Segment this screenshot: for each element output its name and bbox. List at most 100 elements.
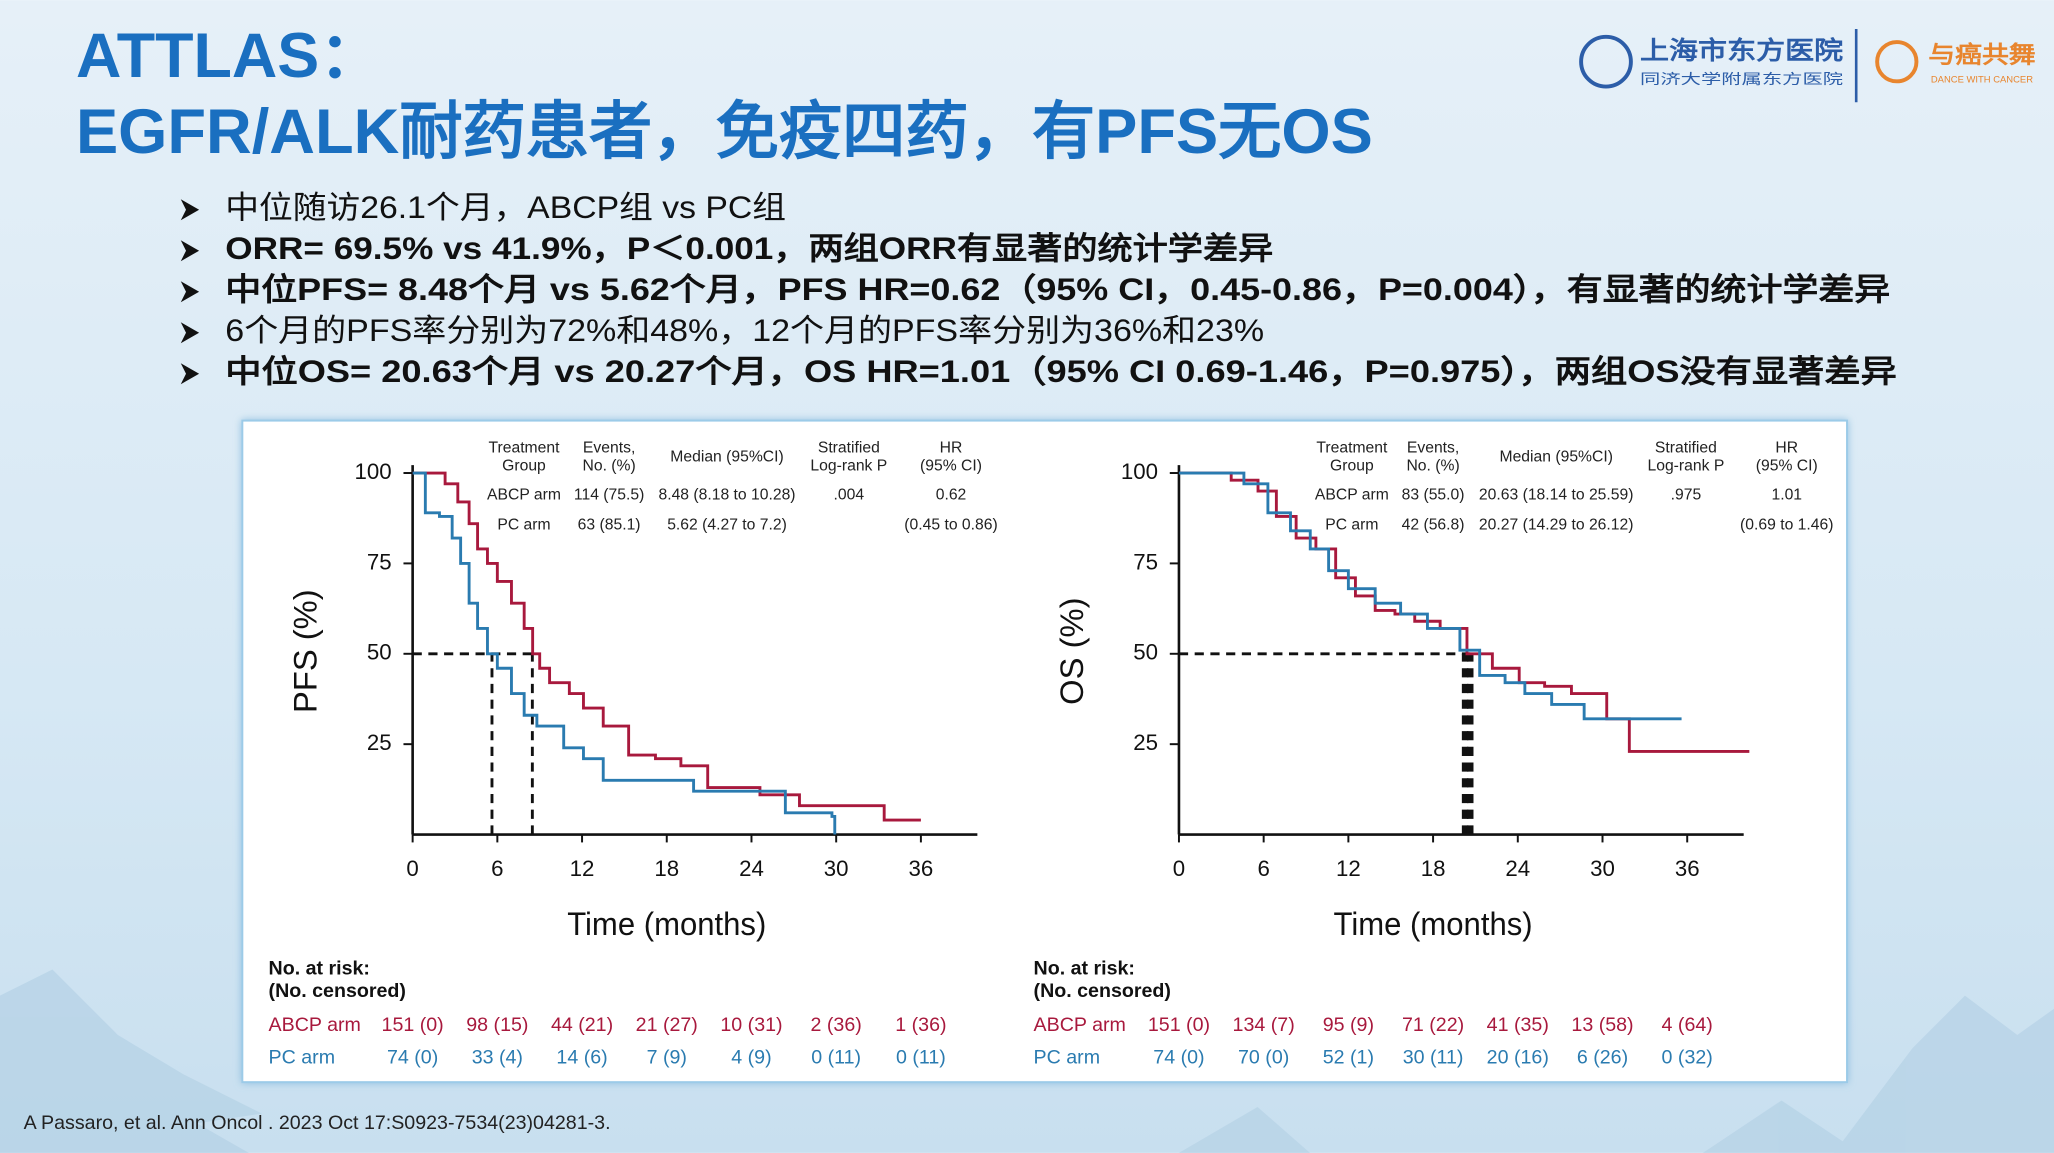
risk-value: 21 (27) — [636, 1014, 698, 1036]
table-header: HR — [1775, 439, 1798, 456]
x-tick-label: 12 — [1336, 856, 1361, 881]
logo-hospital-sub: 同济大学附属东方医院 — [1640, 71, 1843, 88]
x-axis-label: Time (months) — [1334, 905, 1533, 942]
table-header: Group — [502, 458, 546, 475]
x-tick-label: 36 — [1675, 856, 1700, 881]
chart-panel — [241, 419, 1849, 1084]
table-header: No. (%) — [583, 458, 636, 475]
km-curve — [1178, 471, 1682, 721]
risk-title: No. at risk: — [1034, 958, 1135, 980]
y-axis-label: PFS (%) — [286, 589, 323, 713]
risk-value: 74 (0) — [1153, 1047, 1204, 1069]
x-tick-label: 6 — [1257, 856, 1269, 881]
table-header: Median (95%CI) — [670, 448, 783, 465]
risk-value: 33 (4) — [472, 1047, 523, 1069]
risk-title: (No. censored) — [269, 980, 406, 1002]
mountains — [0, 969, 2054, 1153]
bullet-text: ORR= 69.5% vs 41.9%，P＜0.001，两组ORR有显著的统计学… — [225, 230, 1273, 266]
risk-value: 6 (26) — [1577, 1047, 1628, 1069]
table-header: Median (95%CI) — [1499, 448, 1612, 465]
y-tick-label: 25 — [367, 730, 392, 755]
table-cell: 0.62 — [936, 486, 967, 503]
x-tick-label: 30 — [1590, 856, 1615, 881]
table-header: Log-rank P — [810, 458, 887, 475]
x-tick-label: 0 — [406, 856, 418, 881]
table-cell: 5.62 (4.27 to 7.2) — [667, 517, 787, 534]
table-cell: 63 (85.1) — [578, 517, 641, 534]
logo-brand: 与癌共舞 — [1928, 41, 2035, 68]
km-curve — [412, 471, 837, 835]
risk-value: 151 (0) — [1148, 1014, 1210, 1036]
x-tick-label: 36 — [909, 856, 934, 881]
risk-value: 7 (9) — [647, 1047, 687, 1069]
x-axis-label: Time (months) — [567, 905, 766, 942]
table-header: Stratified — [818, 439, 880, 456]
risk-row-name: PC arm — [269, 1047, 336, 1069]
y-tick-label: 50 — [1133, 640, 1158, 665]
x-tick-label: 6 — [491, 856, 503, 881]
risk-row-name: PC arm — [1034, 1047, 1101, 1069]
y-tick-label: 100 — [1121, 459, 1158, 484]
risk-value: 2 (36) — [811, 1014, 862, 1036]
x-tick-label: 24 — [739, 856, 764, 881]
bullet-text: 中位PFS= 8.48个月 vs 5.62个月，PFS HR=0.62（95% … — [225, 271, 1890, 307]
logo-mark — [1875, 40, 1919, 84]
risk-value: 0 (32) — [1662, 1047, 1713, 1069]
bullet-text: 中位OS= 20.63个月 vs 20.27个月，OS HR=1.01（95% … — [225, 353, 1896, 389]
risk-value: 13 (58) — [1571, 1014, 1633, 1036]
risk-value: 151 (0) — [382, 1014, 444, 1036]
table-cell: PC arm — [497, 517, 550, 534]
table-cell: .004 — [834, 486, 865, 503]
risk-value: 52 (1) — [1323, 1047, 1374, 1069]
risk-value: 4 (9) — [731, 1047, 771, 1069]
bullet-text: 6个月的PFS率分别为72%和48%，12个月的PFS率分别为36%和23% — [225, 313, 1264, 348]
table-cell: ABCP arm — [1315, 486, 1389, 503]
km-curve — [1178, 471, 1750, 753]
risk-value: 0 (11) — [896, 1047, 946, 1069]
risk-value: 95 (9) — [1323, 1014, 1374, 1036]
bullet-arrow — [180, 240, 200, 262]
logo-hospital: 上海市东方医院 — [1640, 36, 1843, 65]
y-tick-label: 50 — [367, 640, 392, 665]
x-tick-label: 18 — [654, 856, 679, 881]
table-header: Log-rank P — [1647, 458, 1724, 475]
x-tick-label: 24 — [1505, 856, 1530, 881]
y-tick-label: 100 — [355, 459, 392, 484]
y-tick-label: 75 — [367, 549, 392, 574]
table-cell: 42 (56.8) — [1402, 517, 1465, 534]
table-header: (95% CI) — [1756, 458, 1818, 475]
y-axis-label: OS (%) — [1053, 598, 1090, 705]
table-header: (95% CI) — [920, 458, 982, 475]
table-header: Treatment — [1316, 439, 1388, 456]
x-tick-label: 18 — [1421, 856, 1446, 881]
bullet-arrow — [180, 199, 200, 221]
table-header: Stratified — [1655, 439, 1717, 456]
x-tick-label: 0 — [1173, 856, 1185, 881]
table-header: HR — [940, 439, 963, 456]
logo-brand-sub: DANCE WITH CANCER — [1931, 74, 2034, 84]
risk-title: (No. censored) — [1034, 980, 1171, 1002]
x-tick-label: 30 — [824, 856, 849, 881]
citation: A Passaro, et al. Ann Oncol . 2023 Oct 1… — [24, 1112, 611, 1134]
table-cell: 1.01 — [1771, 486, 1802, 503]
table-cell: PC arm — [1325, 517, 1378, 534]
risk-value: 4 (64) — [1662, 1014, 1713, 1036]
table-cell: 20.27 (14.29 to 26.12) — [1479, 517, 1634, 534]
y-tick-label: 25 — [1133, 730, 1158, 755]
title-line: EGFR/ALK耐药患者，免疫四药，有PFS无OS — [76, 97, 1373, 167]
table-header: Treatment — [488, 439, 560, 456]
table-header: No. (%) — [1406, 458, 1459, 475]
table-cell: (0.69 to 1.46) — [1740, 517, 1833, 534]
bullet-arrow — [180, 281, 200, 303]
table-cell: (0.45 to 0.86) — [904, 517, 997, 534]
risk-value: 41 (35) — [1487, 1014, 1549, 1036]
risk-title: No. at risk: — [269, 958, 370, 980]
bullet-arrow — [180, 322, 200, 344]
table-cell: 114 (75.5) — [574, 486, 644, 503]
risk-value: 30 (11) — [1403, 1047, 1464, 1069]
risk-value: 134 (7) — [1233, 1014, 1295, 1036]
table-header: Events, — [583, 439, 635, 456]
risk-value: 20 (16) — [1487, 1047, 1549, 1069]
